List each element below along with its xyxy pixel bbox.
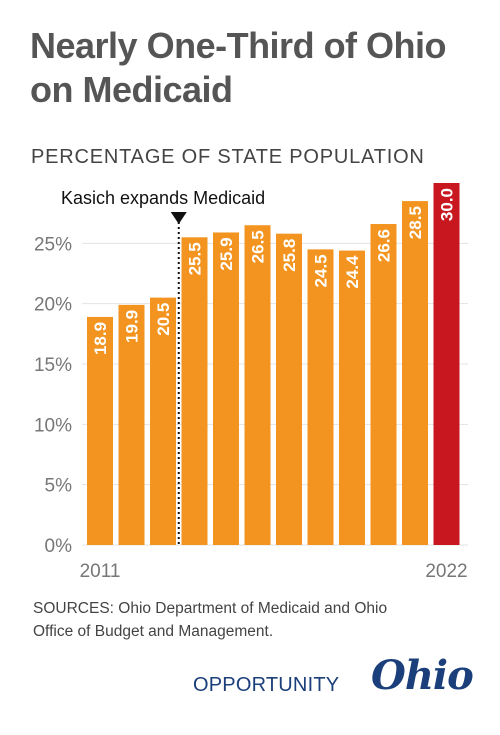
bar-value-label: 24.4 bbox=[343, 255, 362, 289]
sources-line-2: Office of Budget and Management. bbox=[33, 623, 274, 640]
bar-value-label: 25.8 bbox=[280, 239, 299, 272]
bar-value-label: 20.5 bbox=[154, 303, 173, 336]
bar-value-label: 25.5 bbox=[186, 242, 205, 275]
chart-subtitle: PERCENTAGE OF STATE POPULATION bbox=[31, 146, 425, 168]
bar-value-label: 25.9 bbox=[217, 237, 236, 270]
bar bbox=[213, 232, 239, 545]
logo-script: Ohio bbox=[371, 652, 474, 699]
bar-value-label: 24.5 bbox=[312, 254, 331, 287]
annotation: Kasich expands Medicaid bbox=[61, 188, 265, 545]
opportunity-ohio-logo: OPPORTUNITY Ohio bbox=[193, 650, 483, 710]
bar bbox=[339, 250, 365, 545]
sources-note: SOURCES: Ohio Department of Medicaid and… bbox=[33, 597, 473, 643]
y-tick-label: 20% bbox=[34, 295, 72, 316]
bar bbox=[87, 316, 113, 545]
annotation-marker-icon bbox=[170, 212, 187, 224]
y-tick-label: 10% bbox=[34, 415, 72, 436]
bar bbox=[244, 225, 271, 545]
bar bbox=[433, 183, 460, 545]
bar-value-label: 26.6 bbox=[375, 229, 394, 262]
bar bbox=[307, 249, 334, 545]
bar bbox=[181, 237, 208, 546]
bar bbox=[370, 224, 397, 545]
x-tick-label: 2011 bbox=[80, 561, 121, 582]
x-tick-label: 2022 bbox=[425, 561, 467, 582]
sources-line-1: SOURCES: Ohio Department of Medicaid and… bbox=[33, 600, 388, 617]
annotation-text: Kasich expands Medicaid bbox=[61, 188, 265, 208]
bars: 18.9 19.9 20.5 25.5 25.9 26.5 25.8 24.5 24.4 26.6… bbox=[87, 183, 460, 546]
bar-value-label: 30.0 bbox=[438, 188, 457, 221]
logo-word: OPPORTUNITY bbox=[193, 674, 340, 696]
bar bbox=[118, 304, 145, 545]
bar bbox=[402, 201, 428, 545]
y-tick-label: 25% bbox=[34, 234, 72, 255]
bar-chart: 0% 5% 10% 15% 20% 25% 18.9 19.9 20.5 25.5 25.9 26.… bbox=[34, 183, 468, 582]
chart-title: Nearly One-Third of Ohio on Medicaid bbox=[30, 25, 447, 110]
bar bbox=[276, 233, 302, 545]
y-tick-label: 0% bbox=[45, 536, 73, 557]
bar-value-label: 19.9 bbox=[123, 310, 142, 343]
x-axis-ticks: 2011 2022 bbox=[80, 561, 468, 582]
y-tick-label: 5% bbox=[45, 476, 73, 497]
bar bbox=[150, 297, 176, 545]
y-axis-ticks: 0% 5% 10% 15% 20% 25% bbox=[34, 234, 72, 557]
y-tick-label: 15% bbox=[34, 355, 72, 376]
bar-value-label: 18.9 bbox=[91, 322, 110, 355]
bar-value-label: 28.5 bbox=[406, 206, 425, 239]
bar-value-label: 26.5 bbox=[249, 230, 268, 263]
